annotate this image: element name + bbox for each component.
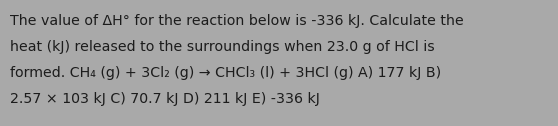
Text: The value of ΔH° for the reaction below is -336 kJ. Calculate the: The value of ΔH° for the reaction below … (10, 14, 464, 28)
Text: formed. CH₄ (g) + 3Cl₂ (g) → CHCl₃ (l) + 3HCl (g) A) 177 kJ B): formed. CH₄ (g) + 3Cl₂ (g) → CHCl₃ (l) +… (10, 66, 441, 80)
Text: 2.57 × 103 kJ C) 70.7 kJ D) 211 kJ E) -336 kJ: 2.57 × 103 kJ C) 70.7 kJ D) 211 kJ E) -3… (10, 92, 320, 106)
Text: heat (kJ) released to the surroundings when 23.0 g of HCl is: heat (kJ) released to the surroundings w… (10, 40, 435, 54)
